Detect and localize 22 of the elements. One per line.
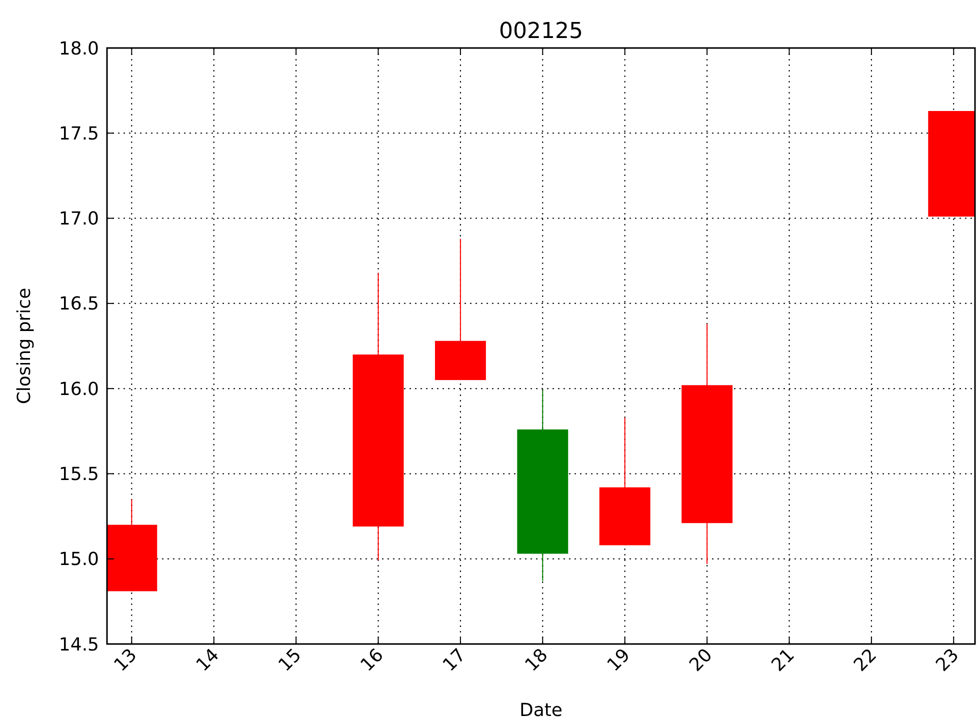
x-tick-label: 17 xyxy=(438,644,470,676)
y-tick-label: 16.5 xyxy=(58,294,99,315)
x-tick-label: 13 xyxy=(110,644,142,676)
y-tick-label: 17.0 xyxy=(58,208,99,230)
x-tick-label: 20 xyxy=(686,644,717,676)
x-tick-label: 14 xyxy=(192,644,224,676)
y-tick-label: 14.5 xyxy=(58,634,99,656)
chart-title: 002125 xyxy=(499,19,583,44)
y-tick-label: 18.0 xyxy=(58,38,99,60)
x-tick-label: 21 xyxy=(768,644,799,676)
y-tick-label: 16.0 xyxy=(58,378,99,400)
x-tick-label: 16 xyxy=(356,644,388,676)
x-axis-title: Date xyxy=(519,700,563,721)
y-tick-label: 15.0 xyxy=(58,549,99,570)
x-tick-label: 23 xyxy=(932,644,964,676)
y-tick-label: 17.5 xyxy=(58,123,99,144)
y-axis-title: Closing price xyxy=(14,288,35,404)
x-tick-label: 15 xyxy=(274,644,306,676)
x-tick-label: 18 xyxy=(521,644,552,676)
x-tick-label: 22 xyxy=(850,644,881,676)
y-tick-label: 15.5 xyxy=(58,464,99,486)
x-tick-label: 19 xyxy=(603,644,634,676)
